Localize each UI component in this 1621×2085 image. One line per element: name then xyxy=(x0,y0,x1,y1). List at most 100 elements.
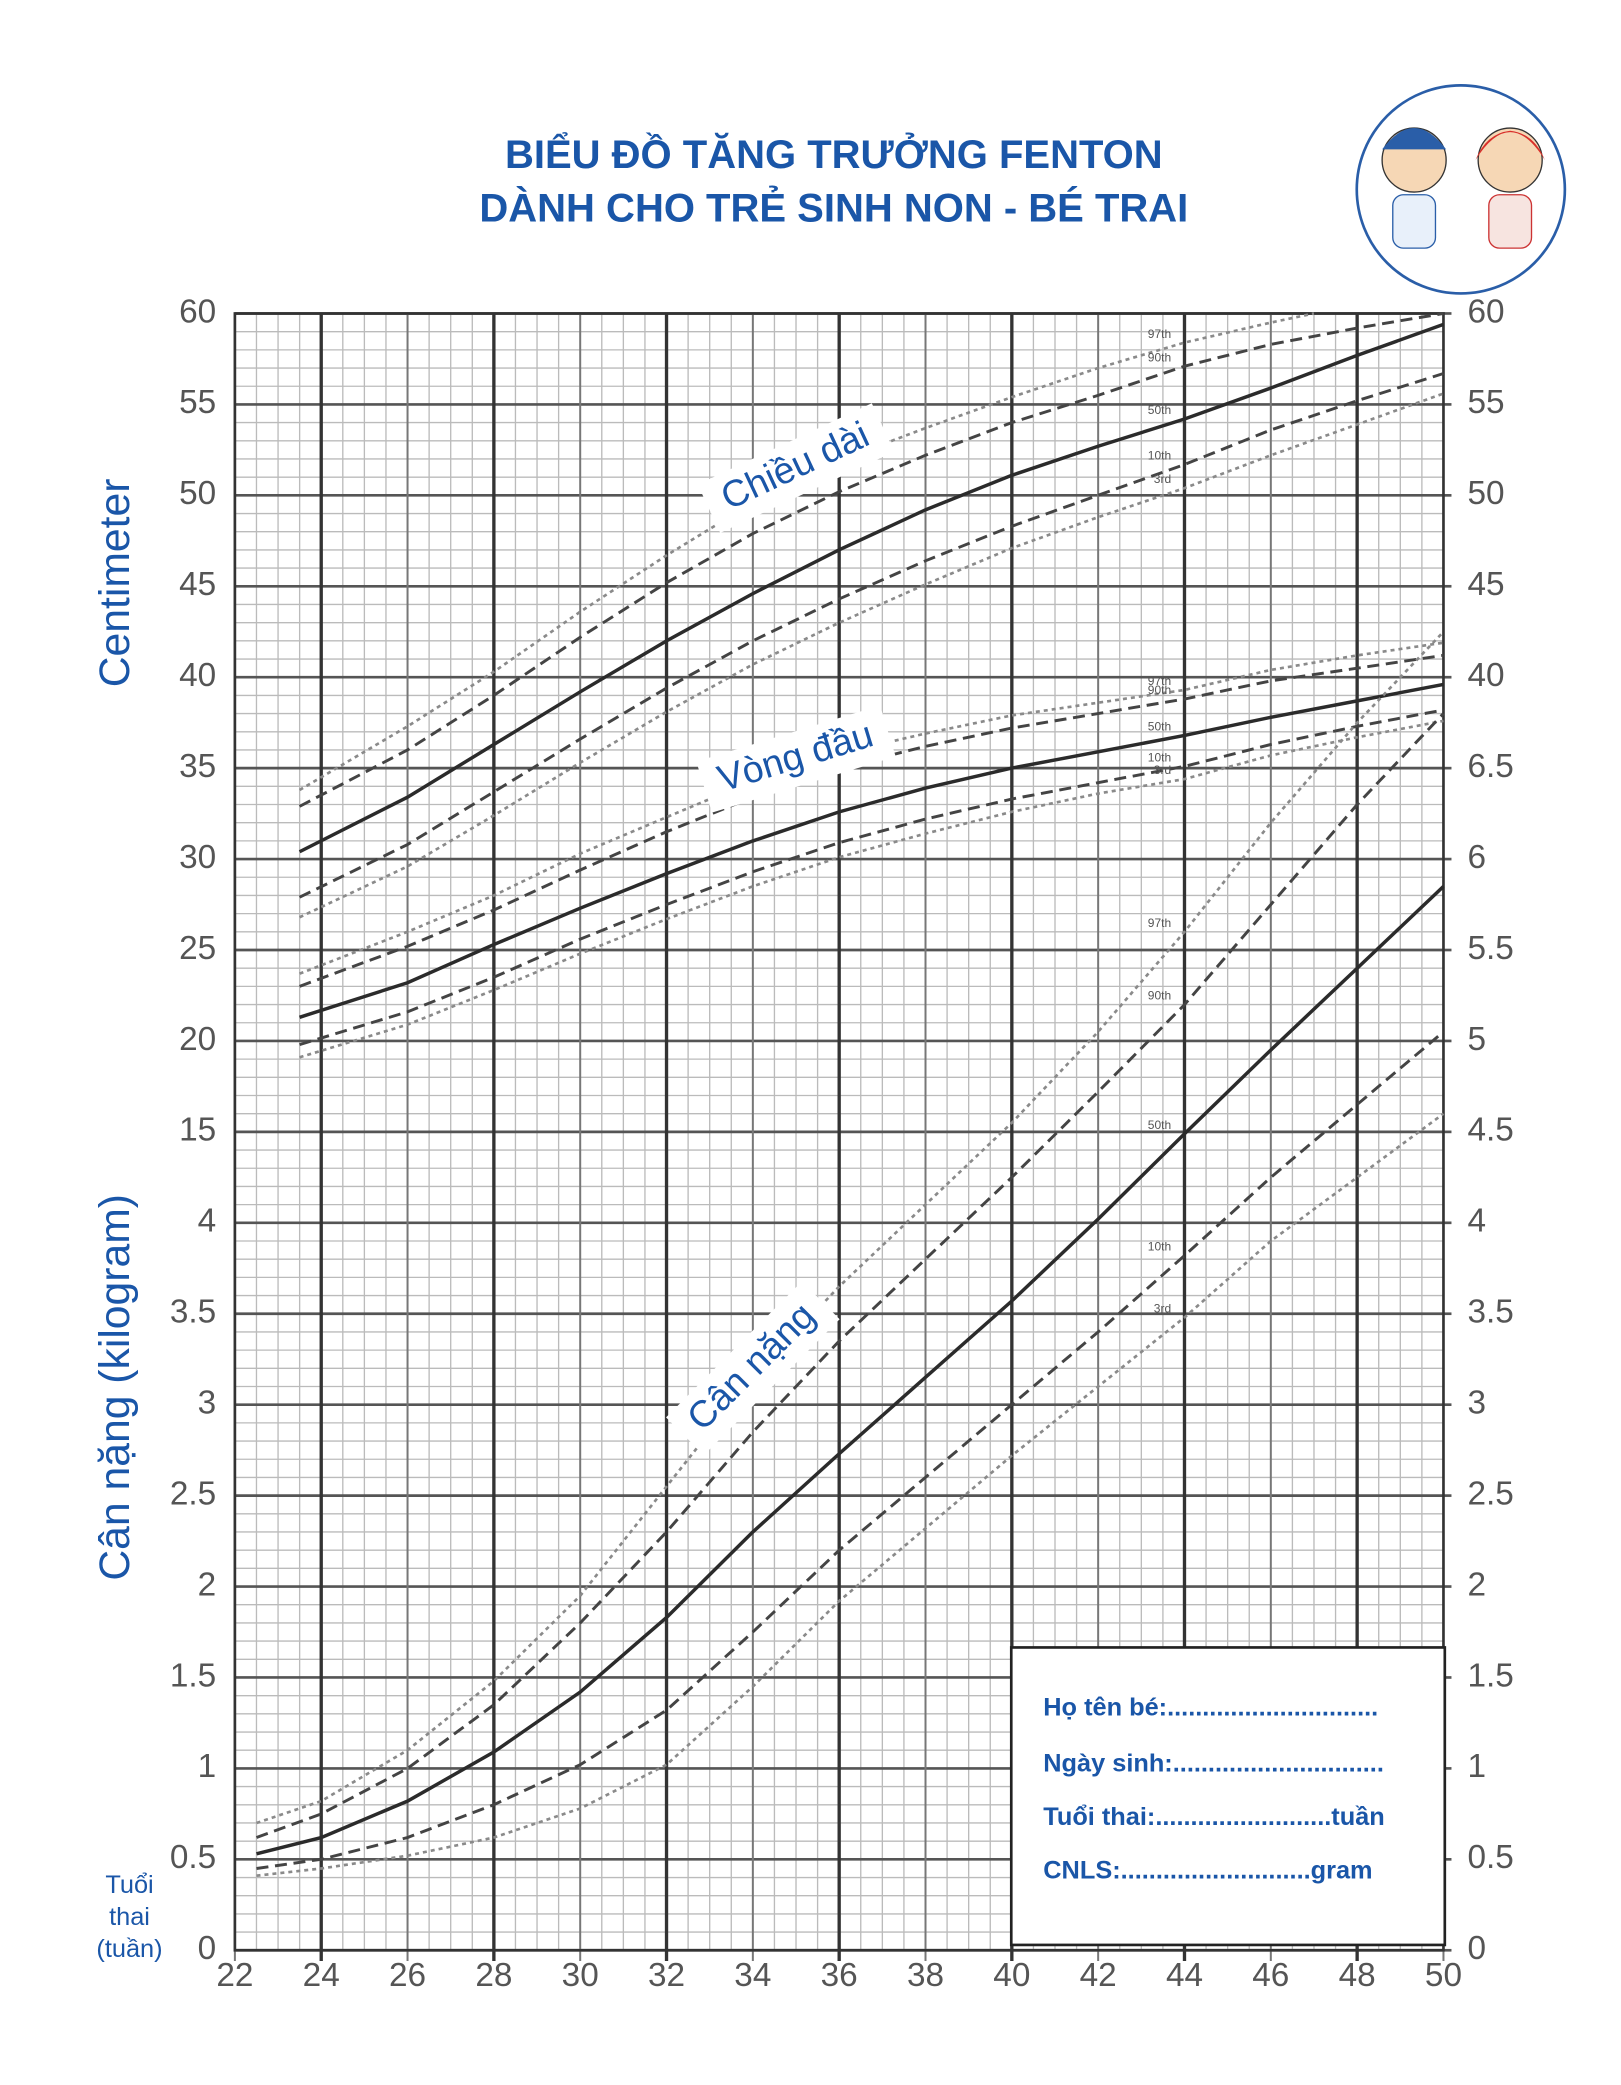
y-tick-label: 40 xyxy=(179,657,216,694)
y-axis-label: Centimeter xyxy=(91,479,139,688)
x-axis-label: thai xyxy=(109,1903,150,1931)
percentile-label: 90th xyxy=(1148,683,1171,697)
right-tick-label: 40 xyxy=(1467,657,1504,694)
right-tick-label: 5.5 xyxy=(1467,930,1513,967)
right-tick-label: 55 xyxy=(1467,384,1504,421)
right-tick-label: 50 xyxy=(1467,475,1504,512)
percentile-label: 50th xyxy=(1148,720,1171,734)
right-tick-label: 0.5 xyxy=(1467,1839,1513,1876)
y-tick-label: 0 xyxy=(198,1930,217,1967)
right-tick-label: 4.5 xyxy=(1467,1112,1513,1149)
logo-body xyxy=(1488,194,1533,249)
right-tick-label: 5 xyxy=(1467,1021,1486,1058)
percentile-curve xyxy=(298,312,1444,808)
group-label-bg xyxy=(666,1281,840,1456)
x-tick-label: 36 xyxy=(821,1957,858,1994)
chart-title: BIỂU ĐỒ TĂNG TRƯỞNG FENTON xyxy=(505,130,1163,177)
percentile-curve xyxy=(298,322,1445,854)
x-axis-label: (tuần) xyxy=(96,1935,162,1963)
percentile-label: 3rd xyxy=(1154,472,1171,486)
right-tick-label: 2.5 xyxy=(1467,1475,1513,1512)
x-tick-label: 24 xyxy=(303,1957,340,1994)
right-tick-label: 3 xyxy=(1467,1384,1486,1421)
group-label-bg xyxy=(697,403,895,533)
group-label-bg xyxy=(696,705,896,813)
y-tick-label: 35 xyxy=(179,748,216,785)
percentile-label: 90th xyxy=(1148,989,1171,1003)
logo-circle xyxy=(1355,84,1567,295)
info-field: Ngày sinh:.............................. xyxy=(1043,1750,1384,1778)
y-tick-label: 1 xyxy=(198,1748,217,1785)
info-field: Tuổi thai:.........................tuần xyxy=(1043,1803,1384,1831)
logo xyxy=(1355,84,1567,295)
percentile-label: 3rd xyxy=(1154,763,1171,777)
y-tick-label: 15 xyxy=(179,1112,216,1149)
y-tick-label: 2.5 xyxy=(170,1475,216,1512)
y-tick-label: 4 xyxy=(198,1203,217,1240)
y-tick-label: 30 xyxy=(179,839,216,876)
y-tick-label: 3.5 xyxy=(170,1294,216,1331)
x-axis-label: Tuổi xyxy=(105,1871,153,1899)
percentile-curve xyxy=(299,708,1444,1047)
y-tick-label: 25 xyxy=(179,930,216,967)
logo-body xyxy=(1392,194,1437,249)
percentile-curve xyxy=(299,682,1444,1019)
percentile-curve xyxy=(256,630,1445,1825)
right-tick-label: 0 xyxy=(1467,1930,1486,1967)
x-tick-label: 44 xyxy=(1166,1957,1203,1994)
y-tick-label: 3 xyxy=(198,1384,217,1421)
percentile-curve xyxy=(256,1112,1445,1878)
info-field: CNLS:...........................gram xyxy=(1043,1856,1372,1884)
right-tick-label: 1 xyxy=(1467,1748,1486,1785)
x-tick-label: 42 xyxy=(1080,1957,1117,1994)
info-box: Họ tên bé:..............................… xyxy=(1009,1646,1447,1947)
percentile-curve xyxy=(298,372,1444,899)
x-tick-label: 22 xyxy=(216,1957,253,1994)
y2-axis-label: Cân nặng (kilogram) xyxy=(91,1194,139,1581)
y-tick-label: 55 xyxy=(179,384,216,421)
y-tick-label: 2 xyxy=(198,1566,217,1603)
x-tick-label: 34 xyxy=(734,1957,771,1994)
right-tick-label: 45 xyxy=(1467,566,1504,603)
right-tick-label: 6 xyxy=(1467,839,1486,876)
percentile-label: 50th xyxy=(1148,1118,1171,1132)
percentile-label: 3rd xyxy=(1154,1302,1171,1316)
percentile-label: 97th xyxy=(1148,327,1171,341)
logo-hair xyxy=(1475,130,1545,161)
y-tick-label: 0.5 xyxy=(170,1839,216,1876)
info-box-frame xyxy=(1009,1646,1447,1947)
info-field: Họ tên bé:.............................. xyxy=(1043,1694,1378,1722)
y-tick-label: 20 xyxy=(179,1021,216,1058)
right-tick-label: 60 xyxy=(1467,293,1504,330)
right-tick-label: 4 xyxy=(1467,1203,1486,1240)
percentile-label: 90th xyxy=(1148,350,1171,364)
percentile-label: 10th xyxy=(1148,1240,1171,1254)
percentile-label: 50th xyxy=(1148,403,1171,417)
y-tick-label: 50 xyxy=(179,475,216,512)
x-tick-label: 40 xyxy=(993,1957,1030,1994)
labels: 1520253035404550556000.511.522.533.54404… xyxy=(170,293,1514,1993)
percentile-label: 10th xyxy=(1148,750,1171,764)
chart-title: DÀNH CHO TRẺ SINH NON - BÉ TRAI xyxy=(479,184,1188,230)
x-tick-label: 30 xyxy=(562,1957,599,1994)
percentile-curve xyxy=(256,1030,1445,1870)
x-tick-label: 28 xyxy=(475,1957,512,1994)
percentile-curve xyxy=(255,712,1445,1839)
right-tick-label: 2 xyxy=(1467,1566,1486,1603)
percentile-curve xyxy=(256,885,1445,1856)
x-tick-label: 48 xyxy=(1339,1957,1376,1994)
x-tick-label: 50 xyxy=(1425,1957,1462,1994)
percentile-label: 10th xyxy=(1148,449,1171,463)
y-tick-label: 45 xyxy=(179,566,216,603)
right-tick-label: 1.5 xyxy=(1467,1657,1513,1694)
percentile-label: 97th xyxy=(1148,916,1171,930)
right-tick-label: 3.5 xyxy=(1467,1294,1513,1331)
x-tick-label: 46 xyxy=(1252,1957,1289,1994)
x-tick-label: 38 xyxy=(907,1957,944,1994)
y-tick-label: 1.5 xyxy=(170,1657,216,1694)
y-tick-label: 60 xyxy=(179,293,216,330)
logo-face xyxy=(1477,127,1543,193)
x-tick-label: 32 xyxy=(648,1957,685,1994)
